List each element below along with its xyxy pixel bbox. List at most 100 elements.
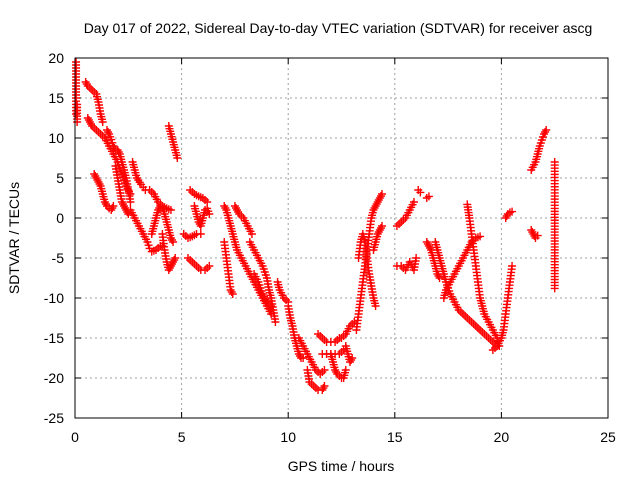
data-point <box>98 118 107 126</box>
y-tick-label: -5 <box>52 250 65 266</box>
data-point <box>416 188 425 197</box>
data-point <box>271 318 280 326</box>
series-arc-15 <box>179 230 205 242</box>
series-arc-42 <box>501 207 517 222</box>
data-point <box>319 384 328 392</box>
x-tick-label: 5 <box>178 429 186 445</box>
data-point <box>73 118 82 126</box>
data-point <box>412 254 421 262</box>
series-arc-36 <box>422 192 433 202</box>
series-arc-9 <box>147 202 178 246</box>
series-arc-44 <box>527 226 542 242</box>
series-arc-24 <box>303 366 329 394</box>
y-tick-label: 5 <box>56 170 64 186</box>
series-arc-7 <box>128 158 175 214</box>
x-tick-label: 15 <box>387 429 403 445</box>
data-point <box>299 354 308 362</box>
series-arc-18 <box>230 202 256 238</box>
series-arc-45 <box>550 158 559 293</box>
x-tick-label: 20 <box>494 429 510 445</box>
series-arc-1 <box>72 58 82 126</box>
series-arc-35 <box>414 186 425 197</box>
data-point <box>171 254 180 262</box>
y-tick-label: 10 <box>48 130 64 146</box>
grid-lines <box>75 58 608 418</box>
series-arc-34 <box>392 254 421 274</box>
data-point <box>227 288 236 296</box>
series-arc-11 <box>164 122 182 162</box>
data-point <box>533 231 542 240</box>
data-point <box>221 204 230 212</box>
chart-title: Day 017 of 2022, Sidereal Day-to-day VTE… <box>84 20 593 36</box>
data-point <box>508 262 517 270</box>
data-point <box>476 232 485 241</box>
data-point <box>409 198 418 206</box>
series-arc-43 <box>527 126 551 174</box>
y-tick-label: 0 <box>56 210 64 226</box>
data-points <box>72 58 559 394</box>
x-axis-label: GPS time / hours <box>288 458 395 474</box>
series-arc-26 <box>314 330 344 346</box>
series-arc-23 <box>294 334 329 378</box>
series-arc-13 <box>183 254 214 274</box>
series-arc-10 <box>158 230 180 274</box>
data-point <box>435 274 444 282</box>
series-arc-27 <box>326 350 350 382</box>
series-arc-20 <box>250 270 276 310</box>
series-arc-21 <box>273 278 293 306</box>
series-arc-6 <box>111 162 133 218</box>
data-point <box>169 238 178 246</box>
series-arc-31 <box>354 230 380 310</box>
data-point <box>341 366 350 374</box>
data-point <box>378 190 387 198</box>
data-point <box>371 302 380 310</box>
series-arc-2 <box>81 78 107 126</box>
y-tick-label: 15 <box>48 90 64 106</box>
series-arc-22 <box>284 302 308 362</box>
x-tick-label: 0 <box>71 429 79 445</box>
series-arc-14 <box>190 202 214 230</box>
y-tick-label: -25 <box>44 410 64 426</box>
data-point <box>424 192 433 201</box>
series-arc-29 <box>341 342 357 366</box>
series-arc-8 <box>126 206 167 256</box>
series-arc-19 <box>245 238 280 326</box>
data-point <box>247 230 256 238</box>
data-point <box>126 198 135 206</box>
y-tick-label: -20 <box>44 370 64 386</box>
y-tick-label: 20 <box>48 50 64 66</box>
series-arc-30 <box>352 190 387 334</box>
y-tick-label: -15 <box>44 330 64 346</box>
series-arc-5 <box>90 170 118 214</box>
series-arc-32 <box>369 222 387 254</box>
series-arc-33 <box>392 198 418 230</box>
data-point <box>205 210 214 218</box>
x-tick-label: 10 <box>280 429 296 445</box>
series-arc-4 <box>102 126 135 206</box>
y-axis-label: SDTVAR / TECUs <box>6 182 22 294</box>
data-point <box>109 202 118 210</box>
data-point <box>168 236 177 244</box>
data-point <box>550 284 559 293</box>
series-arc-41 <box>488 262 517 354</box>
data-point <box>348 354 357 362</box>
data-point <box>196 230 205 238</box>
y-tick-label: -10 <box>44 290 64 306</box>
series-arc-17 <box>220 238 237 298</box>
data-point <box>542 126 551 134</box>
data-point <box>378 222 387 230</box>
data-point <box>205 262 214 270</box>
plot-frame <box>74 57 609 419</box>
data-point <box>166 206 175 214</box>
x-tick-label: 25 <box>600 429 616 445</box>
data-point <box>320 382 329 390</box>
data-point <box>508 207 517 216</box>
data-point <box>228 290 237 298</box>
data-point <box>320 366 329 374</box>
series-arc-12 <box>186 186 212 206</box>
data-point <box>173 154 182 162</box>
data-point <box>267 302 276 310</box>
y-axis: -25 -20 -15 -10 -5 0 5 10 15 20 <box>44 50 608 426</box>
series-arc-40 <box>463 200 504 350</box>
